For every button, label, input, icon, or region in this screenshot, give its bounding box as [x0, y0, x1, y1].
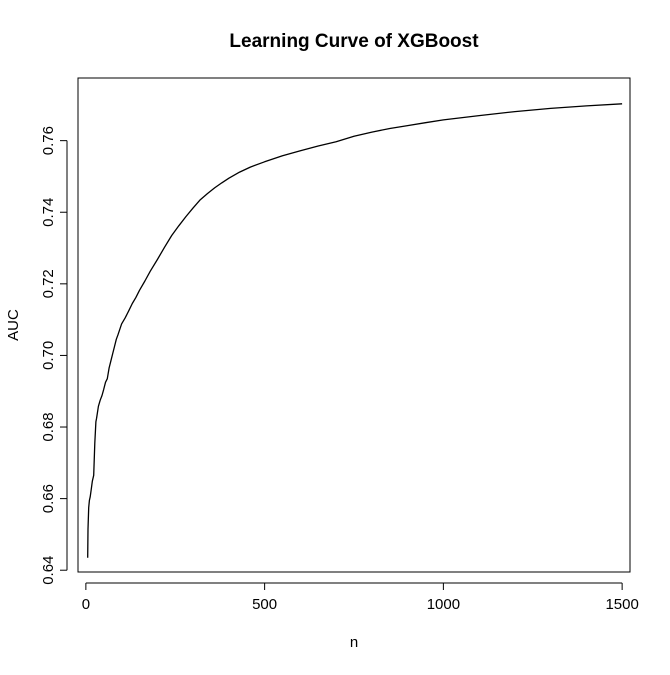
chart-title: Learning Curve of XGBoost: [229, 31, 479, 52]
y-tick-label: 0.70: [40, 341, 57, 370]
plot-frame: [77, 77, 631, 573]
y-tick-label: 0.66: [40, 484, 57, 513]
y-tick-label: 0.68: [40, 412, 57, 441]
y-axis-label: AUC: [5, 309, 22, 341]
y-tick-label: 0.74: [40, 198, 57, 227]
x-tick-label: 0: [82, 596, 90, 613]
y-tick-label: 0.76: [40, 126, 57, 155]
y-axis: 0.64 0.66 0.68 0.70 0.72 0.74 0.76: [40, 126, 68, 585]
auc-series-line: [87, 103, 623, 558]
y-tick-label: 0.72: [40, 269, 57, 298]
y-tick-label: 0.64: [40, 556, 57, 585]
x-tick-label: 1500: [605, 596, 638, 613]
series-layer: [87, 103, 623, 558]
x-axis-label: n: [350, 634, 358, 651]
x-tick-label: 1000: [427, 596, 460, 613]
x-tick-label: 500: [252, 596, 277, 613]
x-axis: 0 500 1000 1500: [82, 582, 639, 613]
